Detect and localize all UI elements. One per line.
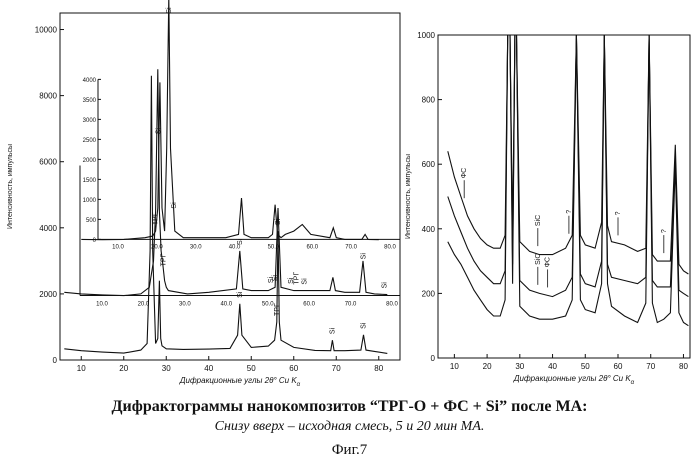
left-peak-label: Si	[166, 7, 173, 14]
top-inset-y-tick-label: 500	[86, 218, 97, 224]
left-y-tick-label: 6000	[39, 158, 57, 167]
right-peak-label: ФС	[461, 168, 468, 178]
left-peak-label: ТРГ	[152, 212, 159, 225]
top-inset-y-tick-label: 3500	[83, 98, 97, 104]
top-inset-x-tick-label: 80.0	[384, 244, 396, 250]
right-diffractogram-zoomed: 102030405060708002004006008001000Интенси…	[405, 31, 690, 386]
left-peak-label: Si	[237, 238, 244, 245]
top-inset-x-tick-label: 60.0	[306, 244, 318, 250]
left-peak-label: Si	[360, 253, 367, 260]
left-x-tick-label: 50	[247, 364, 256, 373]
top-inset-y-tick-label: 2000	[83, 158, 97, 164]
top-inset-x-tick-label: 10.0	[112, 244, 124, 250]
top-inset-y-tick-label: 1500	[83, 178, 97, 184]
right-peak-label: SiC	[535, 254, 542, 265]
left-y-axis-label: Интенсивность, импульсы	[7, 144, 14, 229]
middle-inset-x-tick-label: 40.0	[220, 302, 232, 308]
left-x-tick-label: 20	[119, 364, 128, 373]
right-x-axis-label: Дифракционные углы 2θ° Cu Kα	[513, 374, 635, 386]
middle-inset-x-tick-label: 70.0	[345, 302, 357, 308]
figure-number: Фиг.7	[0, 442, 699, 459]
right-y-tick-label: 800	[422, 96, 436, 105]
middle-inset-x-tick-label: 30.0	[179, 302, 191, 308]
right-peak-label: ?	[615, 211, 622, 215]
left-y-tick-label: 10000	[35, 26, 58, 35]
left-x-tick-label: 70	[332, 364, 341, 373]
left-peak-label: ТРГ	[274, 303, 281, 316]
top-inset-y-tick-label: 3000	[83, 118, 97, 124]
top-inset-y-tick-label: 1000	[83, 198, 97, 204]
right-y-tick-label: 600	[422, 160, 436, 169]
left-peak-label: Si	[156, 128, 163, 135]
right-peak-label: SiC	[535, 215, 542, 226]
right-x-axis-subscript: α	[631, 380, 635, 386]
right-x-tick-label: 40	[548, 362, 557, 371]
top-inset-x-tick-label: 70.0	[345, 244, 357, 250]
left-x-axis-label: Дифракционные углы 2θ° Cu Kα	[179, 376, 301, 388]
right-series-line-2	[448, 35, 689, 297]
right-y-axis-label: Интенсивность, импульсы	[405, 154, 412, 239]
left-y-tick-label: 2000	[39, 290, 57, 299]
left-peak-label: Si	[382, 282, 389, 289]
top-inset-y-tick-label: 0	[93, 238, 97, 244]
right-x-tick-label: 30	[515, 362, 524, 371]
right-series-line-3	[448, 35, 689, 274]
top-inset-y-tick-label: 4000	[83, 78, 97, 84]
left-x-tick-label: 40	[204, 364, 213, 373]
middle-inset-x-tick-label: 10.0	[96, 302, 108, 308]
right-y-tick-label: 1000	[417, 31, 435, 40]
left-diffractogram: 10203040506070800200040006000800010000Ин…	[7, 0, 400, 388]
top-inset-y-tick-label: 2500	[83, 138, 97, 144]
diffraction-figure: 10203040506070800200040006000800010000Ин…	[0, 0, 699, 463]
right-x-tick-label: 70	[646, 362, 655, 371]
left-peak-label: Si	[171, 202, 178, 209]
right-x-tick-label: 80	[679, 362, 688, 371]
left-x-tick-label: 30	[162, 364, 171, 373]
right-peak-label: ?	[661, 229, 668, 233]
right-x-tick-label: 60	[614, 362, 623, 371]
middle-inset-x-tick-label: 80.0	[386, 302, 398, 308]
right-y-tick-label: 0	[431, 354, 436, 363]
left-peak-label: ТРГ	[161, 253, 168, 266]
right-x-tick-label: 10	[450, 362, 459, 371]
right-y-tick-label: 200	[422, 289, 436, 298]
middle-inset-x-tick-label: 60.0	[303, 302, 315, 308]
right-x-tick-label: 50	[581, 362, 590, 371]
left-peak-label: ТРГ	[293, 272, 300, 285]
left-peak-label: Si	[329, 328, 336, 335]
right-series-line-1	[448, 35, 689, 326]
left-peak-label: Si	[301, 278, 308, 285]
left-x-tick-label: 10	[77, 364, 86, 373]
left-series-line-3	[81, 0, 379, 240]
left-plot-frame	[60, 13, 400, 360]
right-peak-label: ФС	[545, 257, 552, 267]
left-series-line-2	[64, 69, 387, 295]
right-y-tick-label: 400	[422, 225, 436, 234]
right-peak-label: ?	[566, 210, 573, 214]
left-x-tick-label: 80	[374, 364, 383, 373]
left-peak-label: Si	[237, 291, 244, 298]
figure-caption-title: Дифрактограммы нанокомпозитов “ТРГ-О + Ф…	[0, 398, 699, 416]
top-inset-x-tick-label: 30.0	[190, 244, 202, 250]
right-plot-frame	[438, 35, 690, 358]
left-x-tick-label: 60	[289, 364, 298, 373]
left-y-tick-label: 4000	[39, 224, 57, 233]
left-y-tick-label: 8000	[39, 92, 57, 101]
left-x-axis-subscript: α	[297, 382, 301, 388]
figure-caption-subtitle: Снизу вверх – исходная смесь, 5 и 20 мин…	[0, 419, 699, 435]
left-series-line-1	[64, 76, 387, 354]
left-peak-label: Si	[272, 275, 279, 282]
middle-inset-x-tick-label: 50.0	[262, 302, 274, 308]
left-peak-label: Si	[360, 322, 367, 329]
right-x-tick-label: 20	[483, 362, 492, 371]
left-y-tick-label: 0	[53, 356, 58, 365]
left-peak-label: Si	[275, 218, 282, 225]
